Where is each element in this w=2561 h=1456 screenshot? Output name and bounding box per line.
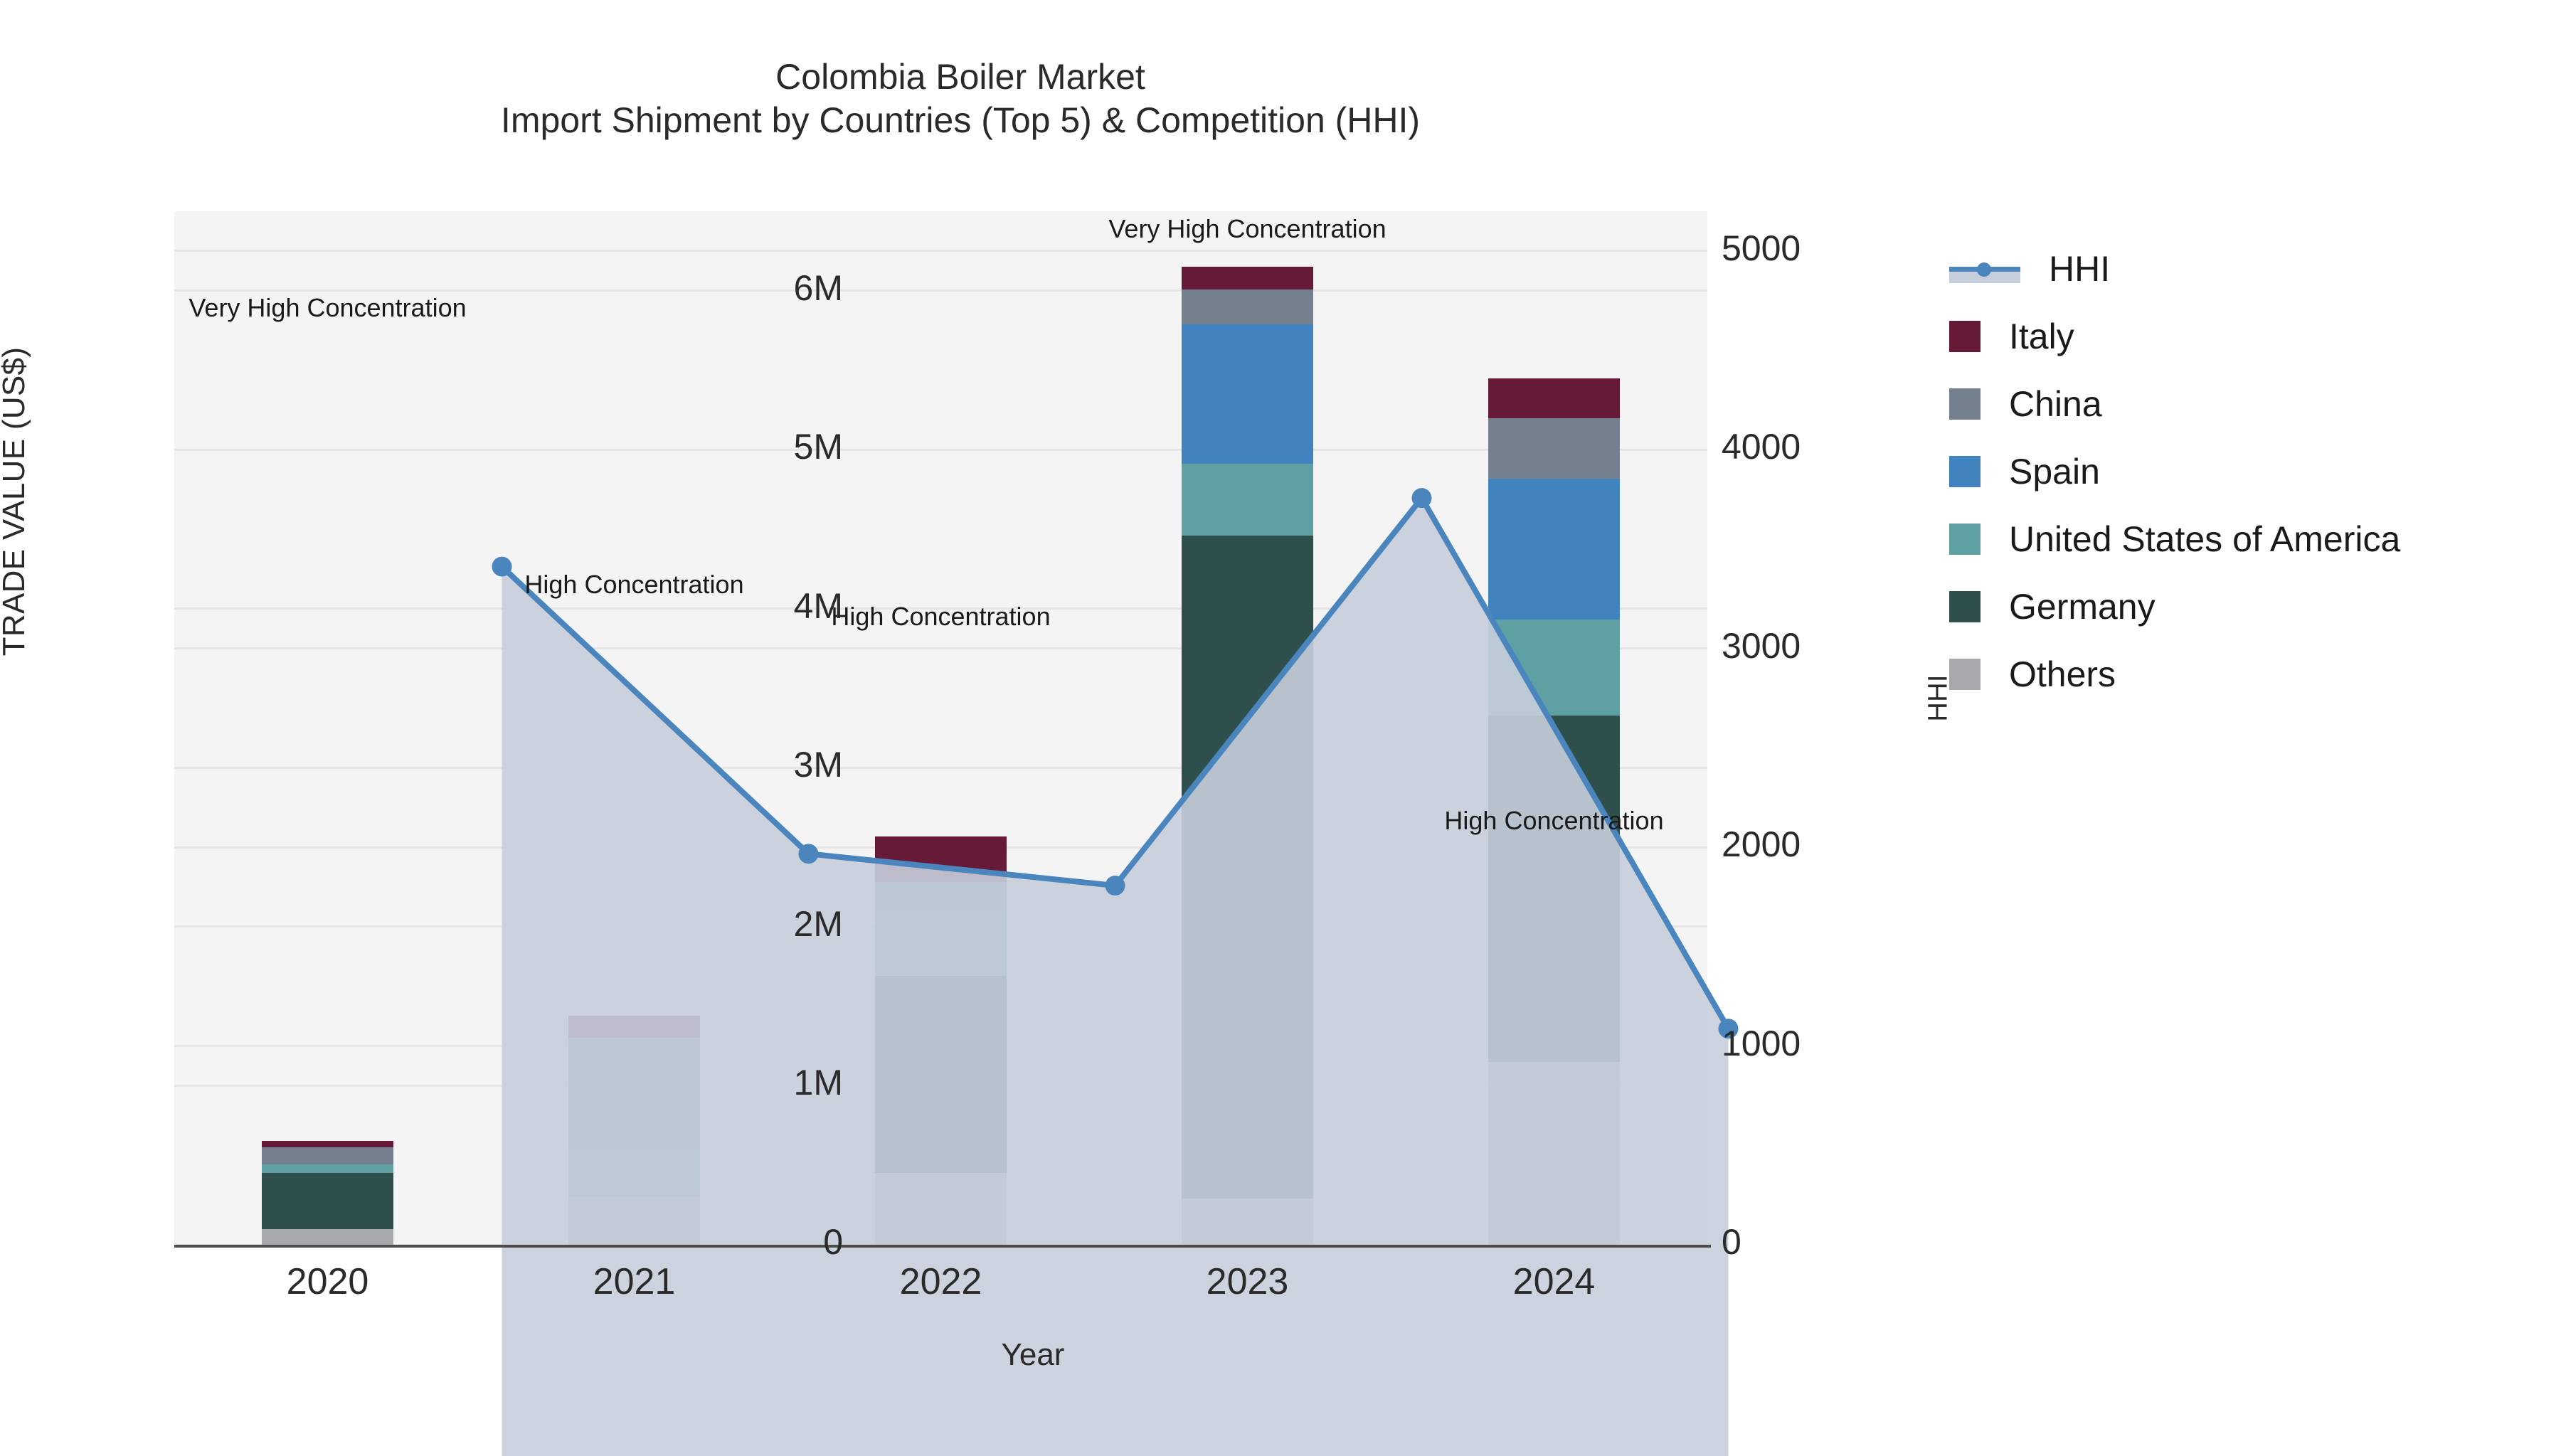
legend-label: United States of America	[2009, 519, 2401, 559]
legend-item[interactable]: China	[1949, 370, 2540, 437]
gridline-left-6	[174, 289, 1707, 292]
y-tick-label-left: 4M	[793, 585, 843, 626]
y-tick-label-left: 3M	[793, 745, 843, 785]
x-axis-line	[174, 1245, 1711, 1248]
y-tick-label-right: 2000	[1722, 824, 1801, 865]
legend-swatch	[1949, 455, 1981, 487]
concentration-annotation: High Concentration	[524, 570, 744, 600]
legend-swatch	[1949, 590, 1981, 622]
bar-segment[interactable]	[568, 1196, 700, 1245]
bar-segment[interactable]	[262, 1147, 393, 1165]
legend-item[interactable]: HHI	[1949, 235, 2540, 302]
bar-segment[interactable]	[875, 836, 1007, 883]
y-tick-label-left: 5M	[793, 427, 843, 467]
legend-item[interactable]: Spain	[1949, 437, 2540, 505]
hhi-marker[interactable]	[1105, 876, 1125, 896]
y-tick-label-left: 6M	[793, 267, 843, 308]
y-tick-label-left: 0	[823, 1222, 843, 1262]
bar-segment[interactable]	[568, 1149, 700, 1197]
legend-item[interactable]: Germany	[1949, 573, 2540, 640]
hhi-marker[interactable]	[1411, 488, 1432, 509]
bar-segment[interactable]	[875, 882, 1007, 913]
y-tick-label-left: 2M	[793, 903, 843, 944]
bar-segment[interactable]	[1488, 715, 1620, 1062]
bar-segment[interactable]	[568, 1038, 700, 1149]
concentration-annotation: High Concentration	[1444, 806, 1664, 836]
bar-segment[interactable]	[1488, 620, 1620, 716]
gridline-left-3	[174, 766, 1707, 769]
bar-segment[interactable]	[1488, 378, 1620, 418]
legend-line-marker	[1949, 253, 2020, 285]
x-tick-label-2020: 2020	[286, 1261, 369, 1302]
concentration-annotation: Very High Concentration	[1108, 214, 1386, 244]
chart-title: Colombia Boiler Market	[775, 57, 1145, 97]
y-tick-label-right: 4000	[1722, 427, 1801, 467]
legend: HHI Italy China Spain United States of Ameri…	[1949, 235, 2540, 708]
concentration-annotation: Very High Concentration	[189, 292, 467, 322]
x-tick-label-2023: 2023	[1206, 1261, 1289, 1302]
bar-segment[interactable]	[1488, 1061, 1620, 1245]
bar-segment[interactable]	[1182, 324, 1313, 464]
bar-segment[interactable]	[262, 1173, 393, 1229]
legend-label: Spain	[2009, 451, 2100, 491]
legend-swatch	[1949, 523, 1981, 555]
bar-segment[interactable]	[262, 1228, 393, 1245]
bar-segment[interactable]	[568, 1016, 700, 1038]
gridline-right-3	[174, 647, 1707, 650]
bar-segment[interactable]	[875, 976, 1007, 1174]
legend-label: Others	[2009, 654, 2116, 694]
legend-swatch	[1949, 320, 1981, 352]
legend-label: Germany	[2009, 586, 2156, 627]
legend-item[interactable]: United States of America	[1949, 505, 2540, 573]
legend-item[interactable]: Others	[1949, 640, 2540, 708]
x-tick-label-2021: 2021	[593, 1261, 676, 1302]
bar-segment[interactable]	[875, 1173, 1007, 1245]
bar-segment[interactable]	[1182, 267, 1313, 289]
y-axis-label-left: TRADE VALUE (US$)	[0, 346, 31, 657]
bar-segment[interactable]	[1182, 536, 1313, 1199]
bar-segment[interactable]	[1182, 1199, 1313, 1245]
chart-subtitle: Import Shipment by Countries (Top 5) & C…	[500, 100, 1421, 140]
y-tick-label-left: 1M	[793, 1063, 843, 1103]
plot-area: Very High Concentration High Concentratio…	[174, 211, 1739, 1456]
legend-line-dot	[1977, 262, 1991, 277]
bar-segment[interactable]	[1182, 289, 1313, 324]
legend-label: Italy	[2009, 316, 2074, 356]
legend-swatch	[1949, 658, 1981, 690]
bar-segment[interactable]	[262, 1164, 393, 1174]
concentration-annotation: High Concentration	[831, 602, 1051, 632]
bar-segment[interactable]	[1488, 478, 1620, 620]
legend-label: HHI	[2049, 248, 2111, 289]
gridline-right-4	[174, 448, 1707, 451]
bar-segment[interactable]	[1488, 418, 1620, 479]
legend-label: China	[2009, 383, 2102, 424]
legend-swatch	[1949, 388, 1981, 420]
y-tick-label-right: 5000	[1722, 228, 1801, 268]
x-tick-label-2022: 2022	[899, 1261, 982, 1302]
hhi-marker[interactable]	[492, 556, 512, 577]
y-tick-label-right: 3000	[1722, 625, 1801, 666]
bar-segment[interactable]	[875, 912, 1007, 977]
x-tick-label-2024: 2024	[1512, 1261, 1596, 1302]
bar-segment[interactable]	[1182, 464, 1313, 536]
chart-title-block: Colombia Boiler Market Import Shipment b…	[0, 55, 1921, 142]
legend-item[interactable]: Italy	[1949, 302, 2540, 370]
x-axis-label: Year	[1001, 1337, 1065, 1372]
bar-segment[interactable]	[262, 1140, 393, 1147]
y-tick-label-right: 1000	[1722, 1023, 1801, 1063]
gridline-right-5	[174, 250, 1707, 253]
y-tick-label-right: 0	[1722, 1222, 1741, 1262]
